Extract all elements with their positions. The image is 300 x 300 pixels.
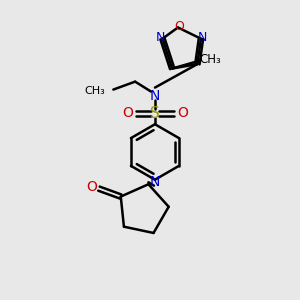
- Text: O: O: [174, 20, 184, 33]
- Text: S: S: [150, 106, 160, 121]
- Text: O: O: [177, 106, 188, 120]
- Text: N: N: [150, 88, 160, 103]
- Text: N: N: [198, 31, 208, 44]
- Text: N: N: [150, 175, 160, 189]
- Text: N: N: [156, 31, 165, 44]
- Text: CH₃: CH₃: [85, 85, 105, 96]
- Text: O: O: [87, 180, 98, 194]
- Text: CH₃: CH₃: [199, 53, 221, 66]
- Text: O: O: [122, 106, 133, 120]
